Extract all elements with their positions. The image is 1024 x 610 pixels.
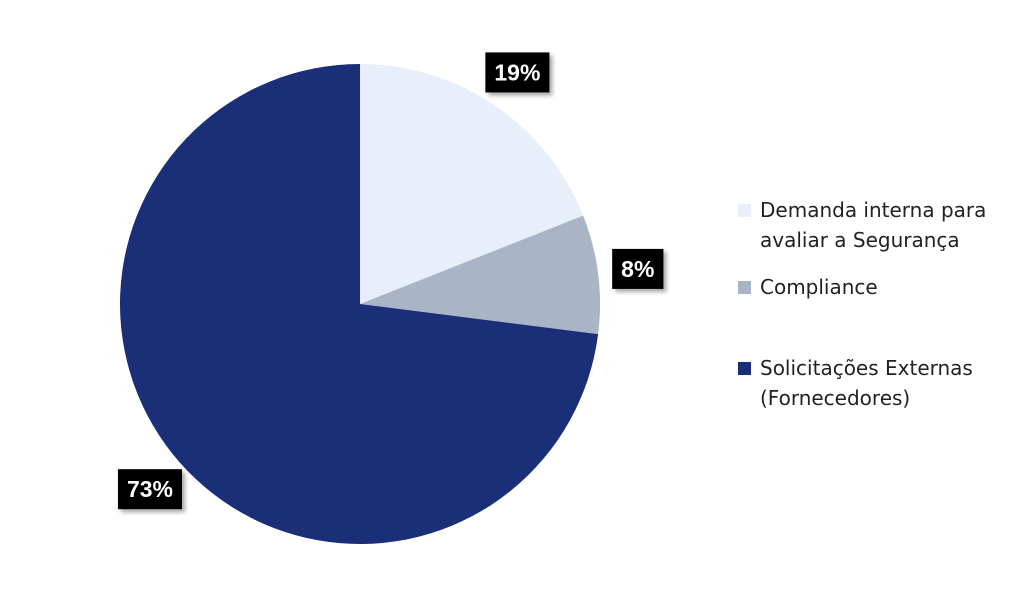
pie-slice (360, 215, 600, 335)
data-label: 19% (485, 52, 550, 93)
pie-slice (119, 64, 599, 544)
legend-item: Demanda interna para avaliar a Segurança (738, 195, 998, 255)
pie-slice (360, 64, 584, 304)
legend-swatch (738, 281, 751, 294)
legend-swatch (738, 204, 751, 217)
legend-item: Solicitações Externas (Fornecedores) (738, 353, 998, 413)
legend-item: Compliance (738, 272, 998, 302)
data-label: 73% (117, 469, 182, 510)
data-label-box (485, 52, 550, 93)
legend-swatch (738, 362, 751, 375)
data-label-text: 19% (494, 59, 540, 85)
legend-label: Demanda interna para avaliar a Segurança (760, 198, 987, 252)
data-label-box (612, 248, 664, 289)
legend-label: Compliance (760, 275, 878, 299)
data-label-box (117, 469, 182, 510)
data-label-text: 73% (127, 476, 173, 502)
legend-label: Solicitações Externas (Fornecedores) (760, 356, 973, 410)
data-label-text: 8% (621, 256, 654, 282)
data-label: 8% (612, 248, 664, 289)
